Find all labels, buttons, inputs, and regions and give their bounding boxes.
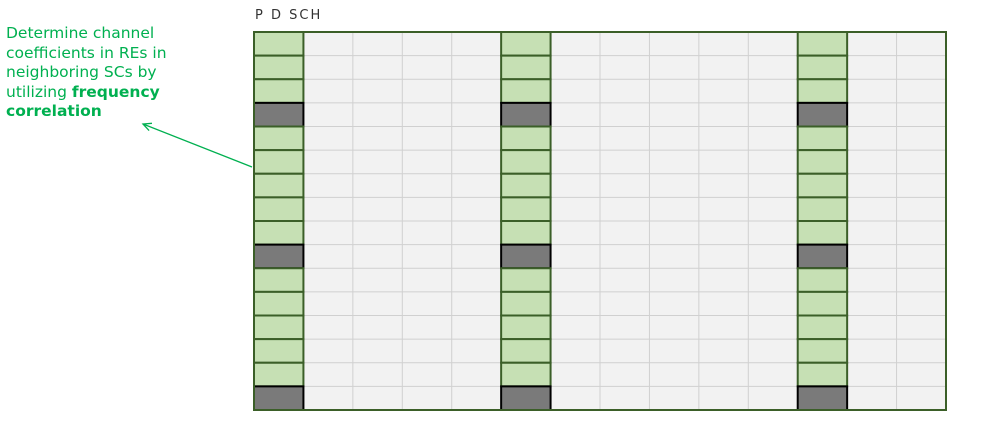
- pilot-column-cell: [796, 361, 849, 388]
- arrow-head: [141, 122, 153, 132]
- pilot-column-cell: [253, 267, 305, 293]
- pilot-column-cell: [500, 338, 552, 364]
- reference-signal-cell: [796, 243, 849, 270]
- pilot-column-cell: [796, 290, 849, 317]
- pilot-column-cell: [253, 172, 305, 199]
- annotation-arrow: [141, 122, 253, 168]
- pilot-column-cell: [796, 54, 849, 81]
- pilot-column-cell: [253, 196, 305, 222]
- pilot-column-cell: [796, 172, 849, 199]
- reference-signal-cell: [253, 101, 305, 128]
- pilot-column-cell: [500, 290, 552, 317]
- pilot-column-cell: [500, 78, 552, 104]
- pilot-column-cell: [500, 267, 552, 293]
- reference-signal-cell: [796, 385, 849, 411]
- reference-signal-cell: [500, 243, 552, 270]
- pilot-column-cell: [796, 338, 849, 364]
- pilot-column-cell: [796, 196, 849, 222]
- pilot-column-cell: [500, 54, 552, 81]
- annotation-body: Determine channel coefficients in REs in…: [6, 24, 167, 101]
- annotation-highlight: frequency correlation: [6, 82, 160, 121]
- pilot-column-cell: [253, 290, 305, 317]
- pilot-column-cell: [500, 196, 552, 222]
- reference-signal-cell: [500, 101, 552, 128]
- annotation-text: Determine channel coefficients in REs in…: [6, 24, 206, 122]
- pilot-column-cell: [500, 31, 552, 57]
- pilot-column-cell: [253, 220, 305, 246]
- reference-signal-cell: [796, 101, 849, 128]
- pilot-column-cell: [796, 267, 849, 293]
- pilot-column-cell: [796, 314, 849, 341]
- reference-signal-cell: [253, 243, 305, 270]
- pilot-column-cell: [796, 78, 849, 104]
- resource-grid: [253, 31, 947, 411]
- arrow-line: [142, 123, 253, 168]
- pilot-column-cell: [253, 338, 305, 364]
- reference-signal-cell: [253, 385, 305, 411]
- pilot-column-cell: [500, 172, 552, 199]
- pilot-column-cell: [253, 31, 305, 57]
- pilot-column-cell: [253, 149, 305, 175]
- pilot-column-cell: [796, 125, 849, 152]
- pilot-column-cell: [500, 149, 552, 175]
- pilot-column-cell: [500, 220, 552, 246]
- pdsch-label: P D SCH: [255, 8, 323, 23]
- pilot-column-cell: [500, 361, 552, 388]
- pilot-column-cell: [500, 314, 552, 341]
- grid-border: [253, 31, 947, 411]
- pilot-column-cell: [253, 361, 305, 388]
- pilot-column-cell: [796, 149, 849, 175]
- pilot-column-cell: [253, 125, 305, 152]
- pilot-column-cell: [796, 31, 849, 57]
- pilot-column-cell: [500, 125, 552, 152]
- pilot-column-cell: [796, 220, 849, 246]
- pilot-column-cell: [253, 78, 305, 104]
- pilot-column-cell: [253, 314, 305, 341]
- pilot-column-cell: [253, 54, 305, 81]
- reference-signal-cell: [500, 385, 552, 411]
